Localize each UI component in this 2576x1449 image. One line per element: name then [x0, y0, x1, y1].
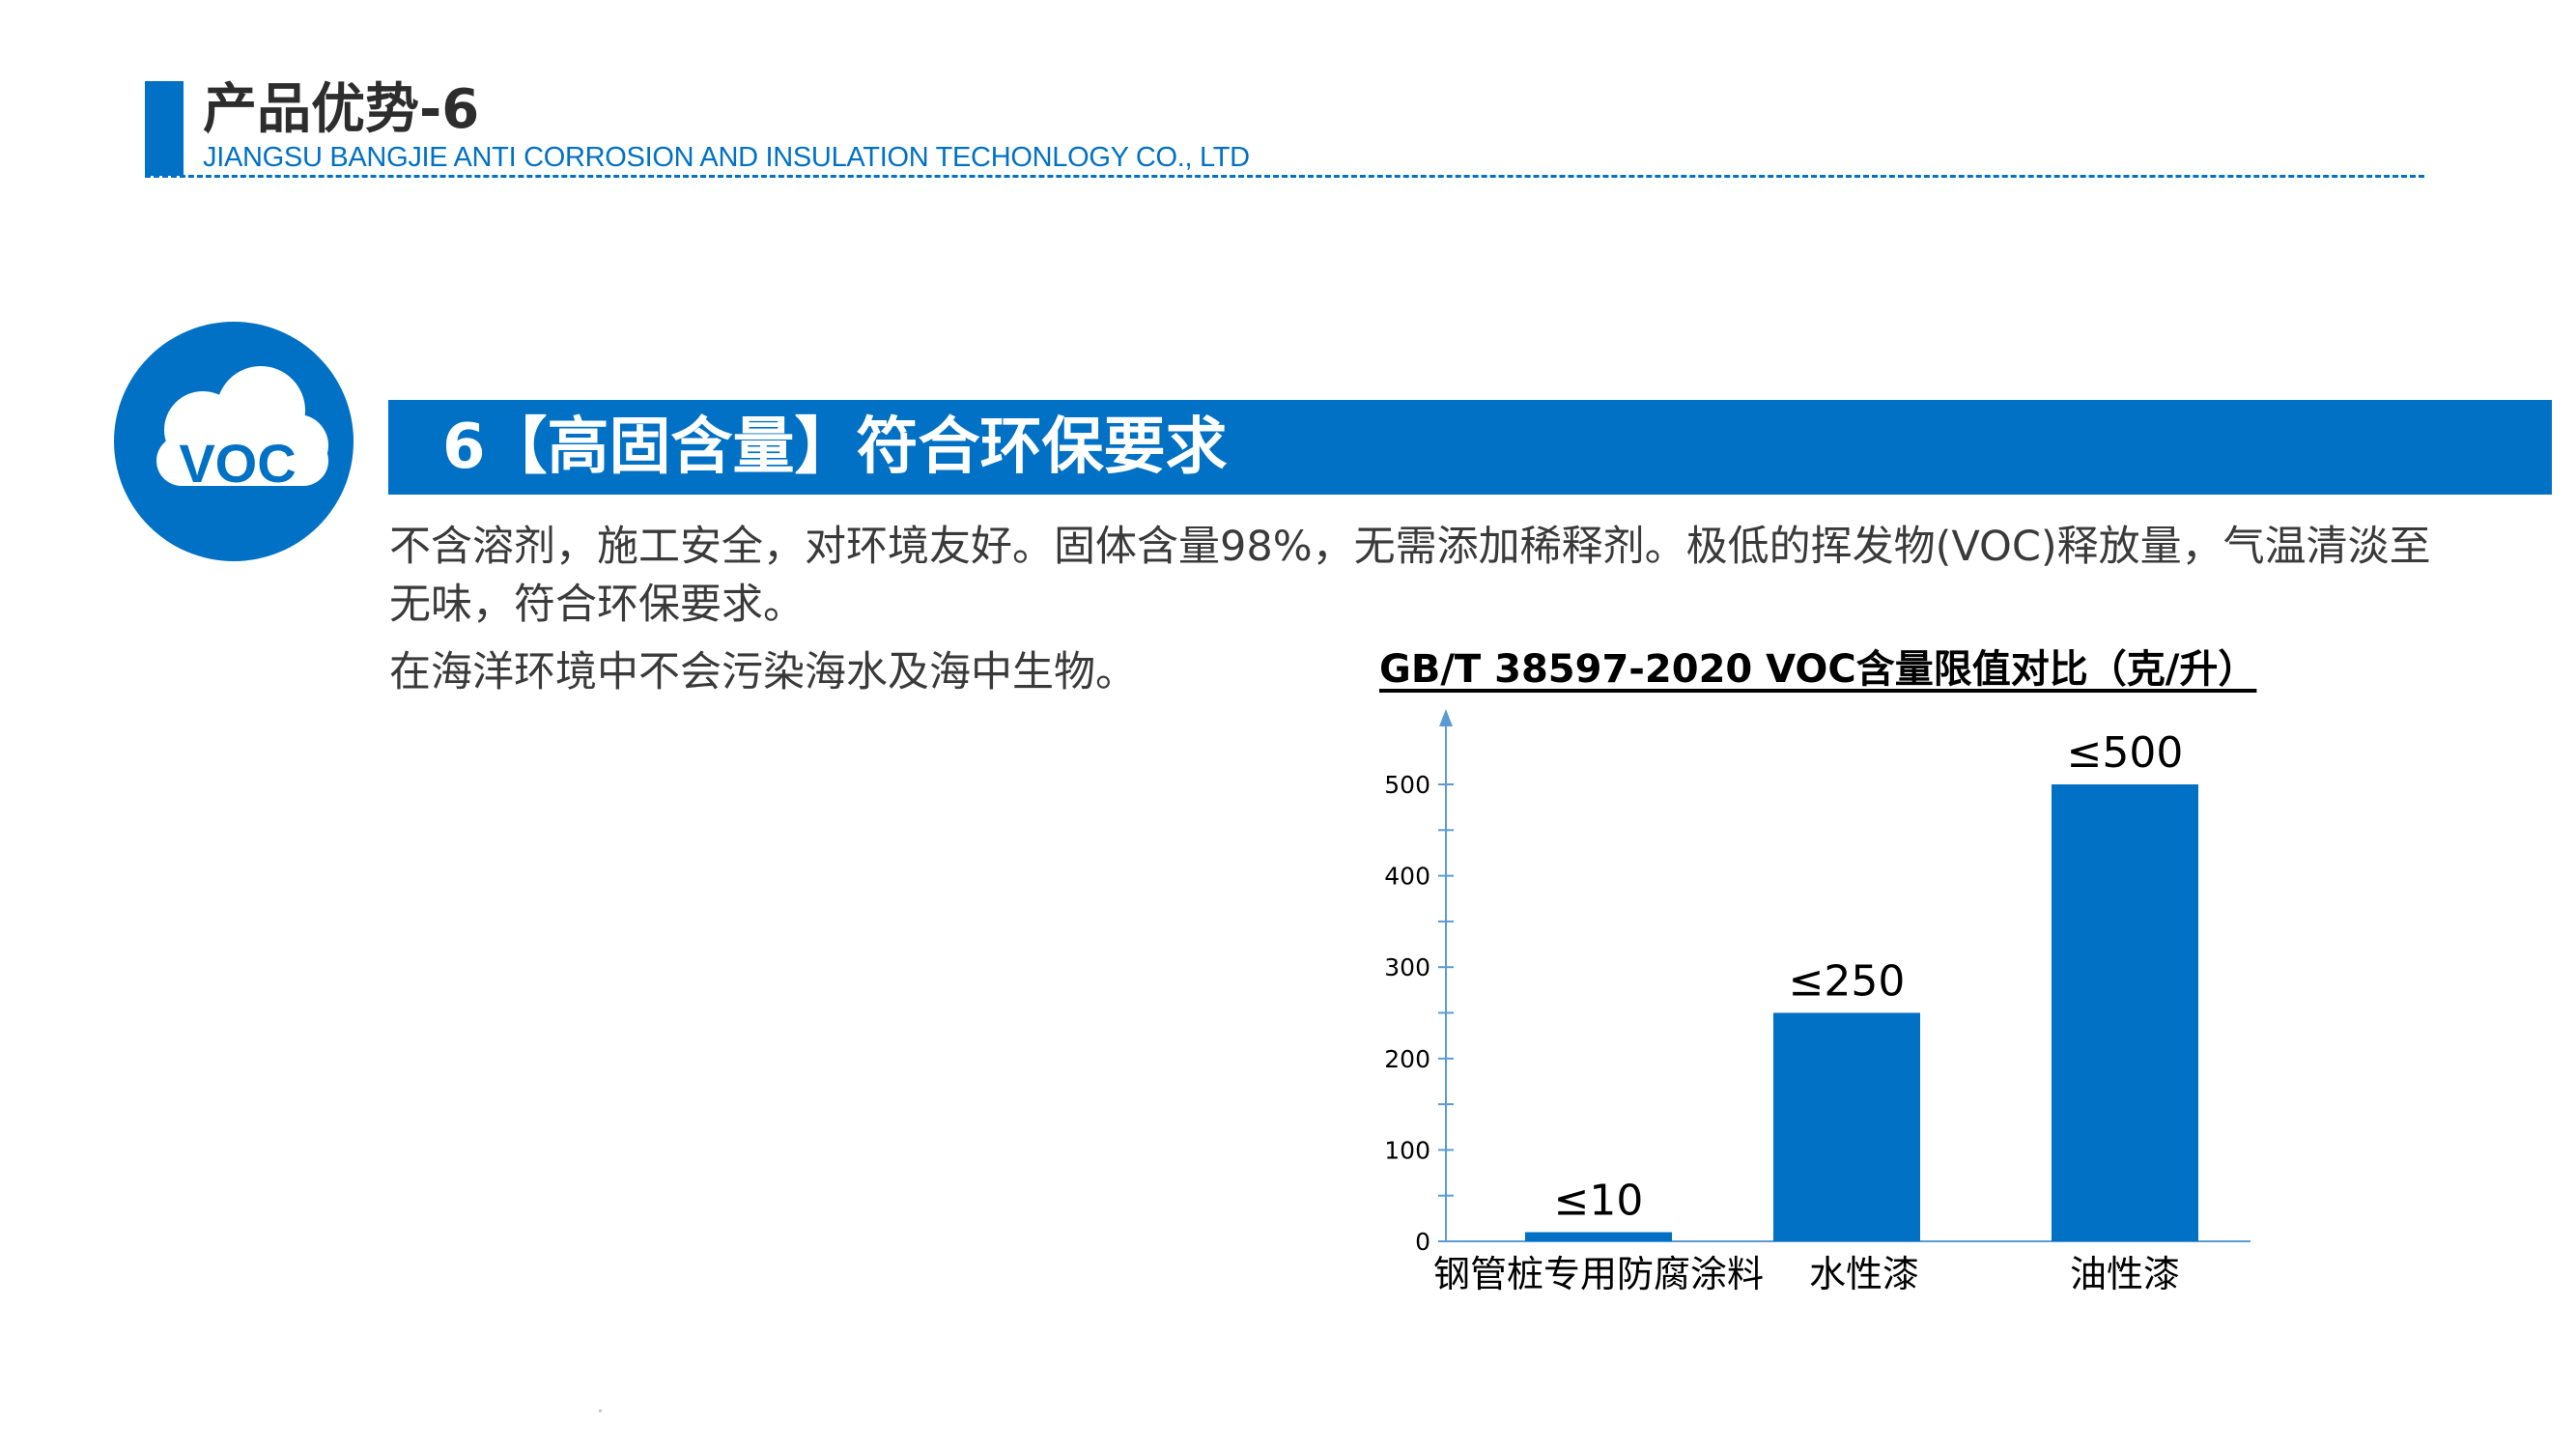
chart-title: GB/T 38597-2020 VOC含量限值对比（克/升）	[1379, 647, 2257, 692]
y-axis-arrow	[1439, 709, 1453, 726]
voc-badge: VOC	[114, 322, 354, 561]
cloud-icon	[156, 366, 328, 486]
voc-bar-chart: 0 100 200 300 400 500 ≤10 ≤250 ≤500 钢管桩专用防腐涂料 水性漆 油…	[1384, 709, 2250, 1295]
category-label-1: 钢管桩专用防腐涂料	[1433, 1253, 1764, 1295]
category-label-3: 油性漆	[2070, 1253, 2180, 1295]
footer-mark	[599, 1409, 602, 1412]
y-tick-label: 0	[1415, 1228, 1430, 1256]
y-tick-label: 500	[1384, 771, 1430, 799]
description-paragraph: 不含溶剂，施工安全，对环境友好。固体含量98%，无需添加稀释剂。极低的挥发物(V…	[389, 523, 2431, 629]
y-tick-label: 200	[1384, 1045, 1430, 1073]
y-tick-label: 100	[1384, 1136, 1430, 1164]
section-heading: 6【高固含量】符合环保要求	[442, 412, 1228, 483]
header-accent-bar	[145, 81, 184, 176]
y-tick-label: 300	[1384, 953, 1430, 981]
marine-paragraph: 在海洋环境中不会污染海水及海中生物。	[389, 648, 1137, 696]
data-label-2: ≤250	[1789, 957, 1906, 1007]
header-divider	[145, 175, 2424, 178]
company-name: JIANGSU BANGJIE ANTI CORROSION AND INSUL…	[203, 142, 1250, 173]
bar-2	[1773, 1012, 1920, 1241]
category-label-2: 水性漆	[1809, 1253, 1919, 1295]
section-banner: 6【高固含量】符合环保要求	[388, 400, 2552, 495]
badge-label: VOC	[179, 433, 296, 494]
data-label-3: ≤500	[2067, 728, 2184, 778]
bar-1	[1525, 1232, 1672, 1241]
data-label-1: ≤10	[1554, 1177, 1644, 1226]
bar-3	[2052, 784, 2198, 1241]
page-title: 产品优势-6	[203, 78, 480, 141]
y-tick-label: 400	[1384, 863, 1430, 891]
